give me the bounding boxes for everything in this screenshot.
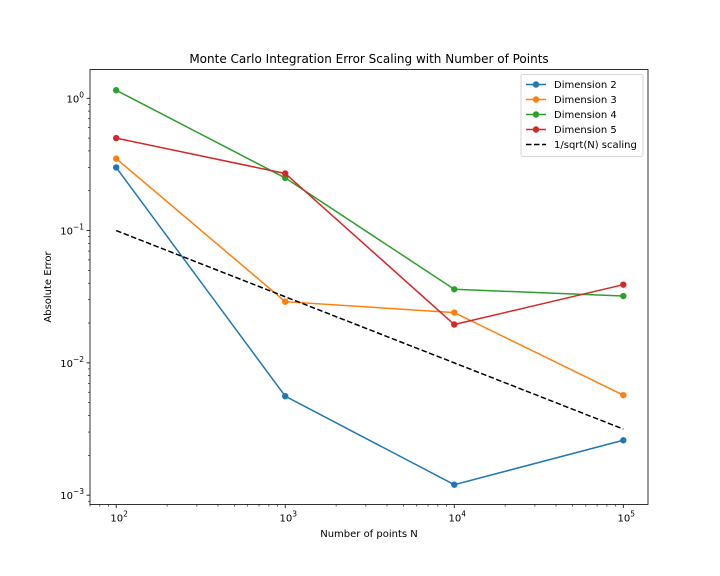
- series-2-point-0: [112, 87, 120, 94]
- series-0-point-1: [282, 392, 289, 400]
- x-tick-label-2: 104: [449, 510, 467, 525]
- y-axis-title: Absolute Error: [43, 250, 54, 322]
- legend-marker-0: [532, 81, 540, 88]
- series-2-point-1: [282, 174, 289, 182]
- series-1-point-2: [451, 309, 458, 316]
- y-tick-label-3: 100: [66, 90, 84, 105]
- chart-title: Monte Carlo Integration Error Scaling wi…: [189, 52, 548, 66]
- series-3-point-2: [451, 321, 458, 328]
- legend-marker-1: [532, 96, 540, 103]
- legend-label-0: Dimension 2: [554, 80, 617, 91]
- legend-label-1: Dimension 3: [554, 95, 617, 106]
- axes: 102 103 104 105 10−3 10−2 10−1 100: [60, 90, 635, 524]
- series-line-2: [115, 89, 624, 297]
- y-tick-label-2: 10−1: [60, 223, 84, 238]
- y-tick-label-0: 10−3: [60, 487, 84, 502]
- series-line-3: [116, 137, 624, 326]
- series-0-point-3: [620, 437, 627, 444]
- plot-area: [112, 87, 627, 488]
- series-line-0: [115, 167, 624, 486]
- x-tick-label-0: 102: [110, 510, 128, 525]
- series-2-point-3: [620, 292, 627, 300]
- legend: Dimension 2 Dimension 3 Dimension 4 Dimensi…: [520, 74, 644, 157]
- series-0-point-0: [112, 164, 120, 171]
- x-tick-label-1: 103: [279, 510, 297, 525]
- legend-label-4: 1/sqrt(N) scaling: [554, 140, 637, 151]
- series-3-point-1: [282, 170, 289, 177]
- x-axis-title: Number of points N: [320, 529, 418, 540]
- series-1-point-1: [282, 298, 289, 305]
- legend-label-2: Dimension 4: [554, 110, 617, 121]
- legend-marker-3: [532, 126, 540, 133]
- series-2-point-2: [451, 286, 458, 293]
- legend-label-3: Dimension 5: [554, 125, 617, 136]
- plot-frame: [89, 69, 649, 505]
- series-line-4: [115, 229, 624, 430]
- series-line-1: [115, 158, 624, 396]
- series-1-point-3: [620, 391, 627, 399]
- legend-marker-2: [532, 111, 540, 118]
- series-0-point-2: [451, 481, 458, 488]
- series-3-point-0: [112, 134, 120, 142]
- x-tick-label-3: 105: [618, 510, 636, 525]
- legend-box: [520, 74, 644, 157]
- series-1-point-0: [112, 155, 120, 162]
- series-3-point-3: [620, 281, 627, 288]
- y-tick-label-1: 10−2: [60, 355, 84, 370]
